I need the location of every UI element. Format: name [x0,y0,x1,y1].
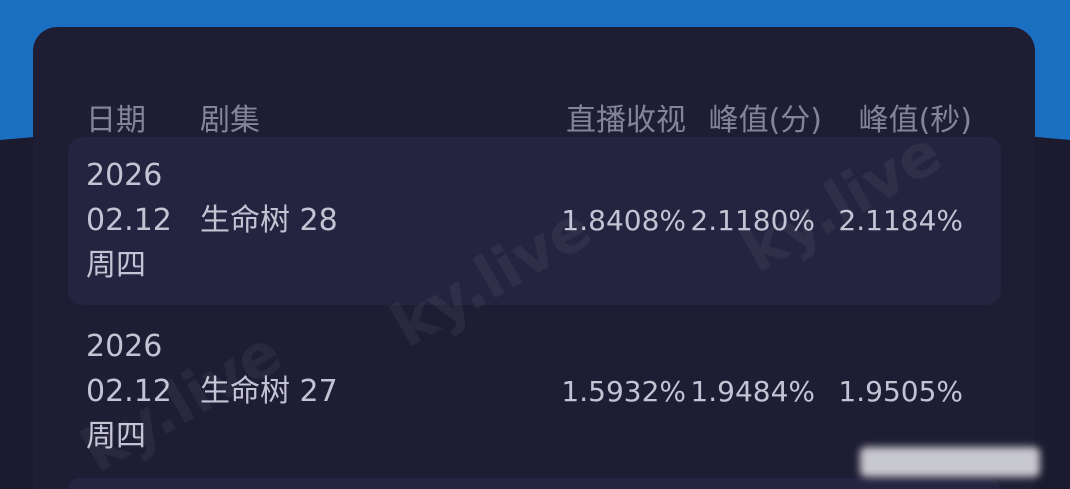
live-rating-cell: 1.5932% [561,375,686,408]
table-row[interactable]: 2026 02.12 周四 生命树 28 1.8408% 2.1180% 2.1… [68,137,1001,305]
date: 02.12 [86,374,172,409]
year: 2026 [86,158,163,193]
date-cell: 2026 02.12 周四 [86,324,172,459]
peak-second-cell: 1.9505% [838,375,963,408]
ratings-table-card: 日期 剧集 直播收视 峰值(分) 峰值(秒) 2026 02.12 周四 生命树… [33,27,1035,489]
table-row[interactable]: 2026 02.12 周四 生命树 27 1.5932% 1.9484% 1.9… [68,308,1001,476]
peak-second-cell: 2.1184% [838,204,963,237]
column-header-peak-minute: 峰值(分) [708,103,822,138]
redacted-credit [860,447,1040,477]
peak-minute-cell: 2.1180% [690,204,815,237]
peak-minute-cell: 1.9484% [690,375,815,408]
weekday: 周四 [86,419,146,454]
episode-cell: 生命树 28 [200,203,338,238]
live-rating-cell: 1.8408% [561,204,686,237]
column-header-live-rating: 直播收视 [566,103,686,138]
weekday: 周四 [86,248,146,283]
column-header-date: 日期 [86,103,146,138]
date-cell: 2026 02.12 周四 [86,153,172,288]
column-header-episode: 剧集 [200,103,260,138]
date: 02.12 [86,203,172,238]
column-header-peak-second: 峰值(秒) [858,103,972,138]
year: 2026 [86,329,163,364]
table-row[interactable] [68,478,1001,489]
episode-cell: 生命树 27 [200,374,338,409]
